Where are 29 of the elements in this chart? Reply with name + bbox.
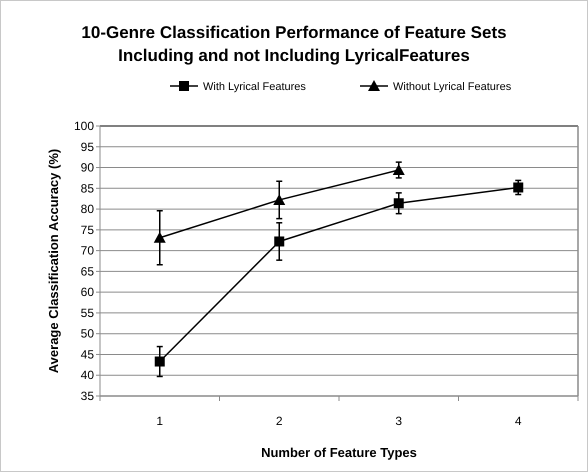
x-tick-label: 4 bbox=[514, 414, 522, 428]
point bbox=[154, 356, 165, 367]
y-axis-title: Average Classification Accuracy (%) bbox=[46, 148, 61, 374]
chart-title: 10-Genre Classification Performance of Feature Sets Including and not Including LyricalFeatures bbox=[81, 23, 507, 65]
y-tick-label: 90 bbox=[80, 160, 94, 175]
y-tick-label: 80 bbox=[80, 202, 94, 216]
point bbox=[154, 232, 166, 243]
y-tick-label: 35 bbox=[80, 389, 94, 403]
legend-label: Without Lyrical Features bbox=[393, 81, 512, 93]
y-tick-label: 100 bbox=[74, 119, 94, 133]
x-tick-label: 3 bbox=[395, 414, 402, 428]
point bbox=[392, 164, 405, 176]
y-tick-label: 75 bbox=[80, 222, 94, 237]
point bbox=[394, 198, 404, 208]
y-tick-label: 70 bbox=[80, 244, 94, 258]
y-tick-label: 55 bbox=[80, 306, 94, 320]
y-tick-label: 40 bbox=[80, 368, 94, 382]
point bbox=[274, 236, 284, 246]
point bbox=[513, 182, 524, 192]
legend-label: With Lyrical Features bbox=[203, 81, 306, 93]
y-tick-label: 50 bbox=[80, 326, 94, 341]
x-tick-label: 2 bbox=[276, 414, 283, 428]
y-tick-label: 85 bbox=[80, 181, 94, 196]
y-tick-label: 65 bbox=[80, 264, 94, 278]
y-tick-label: 45 bbox=[80, 347, 94, 362]
y-tick-label: 95 bbox=[80, 140, 94, 154]
y-tick-label: 60 bbox=[80, 285, 94, 300]
x-axis-title: Number of Feature Types bbox=[261, 445, 417, 460]
x-tick-label: 1 bbox=[156, 414, 164, 428]
